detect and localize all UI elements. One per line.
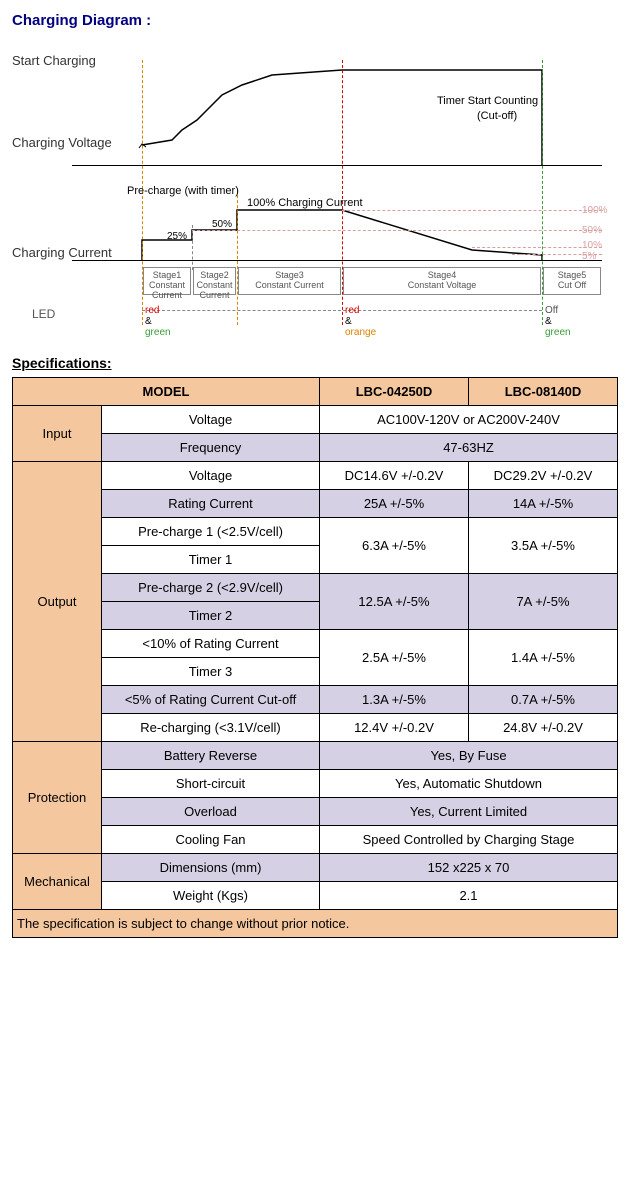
vline-2b: [237, 190, 238, 325]
anno-cutoff: (Cut-off): [477, 110, 517, 122]
hline-50: [192, 230, 602, 231]
val-l10b: 1.4A +/-5%: [469, 630, 618, 686]
row-overload: Overload: [102, 798, 320, 826]
row-rating: Rating Current: [102, 490, 320, 518]
val-rc2: 14A +/-5%: [469, 490, 618, 518]
hdr-m2: LBC-08140D: [469, 378, 618, 406]
stage1-l: Stage1: [153, 270, 182, 280]
anno-precharge: Pre-charge (with timer): [127, 185, 239, 197]
rpct-50: 50%: [582, 225, 602, 236]
anno-timer: Timer Start Counting: [437, 95, 538, 107]
footnote: The specification is subject to change w…: [13, 910, 618, 938]
curves-svg: [12, 35, 612, 345]
row-t1: Timer 1: [102, 546, 320, 574]
vline-s12: [192, 225, 193, 270]
led-1: red&green: [145, 305, 171, 338]
led-3: Off&green: [545, 305, 571, 338]
val-p2b: 7A +/-5%: [469, 574, 618, 630]
row-in-freq: Frequency: [102, 434, 320, 462]
stage5-l: Stage5: [558, 270, 587, 280]
rpct-10: 10%: [582, 240, 602, 251]
stage2-s: Constant Current: [196, 280, 232, 300]
val-fan: Speed Controlled by Charging Stage: [320, 826, 618, 854]
pct-25: 25%: [167, 231, 187, 242]
val-ov1: DC14.6V +/-0.2V: [320, 462, 469, 490]
stage-box-3: Stage3Constant Current: [238, 267, 341, 295]
hline-100: [342, 210, 602, 211]
val-brev: Yes, By Fuse: [320, 742, 618, 770]
val-re1: 12.4V +/-0.2V: [320, 714, 469, 742]
stage4-s: Constant Voltage: [408, 280, 477, 290]
row-pc2: Pre-charge 2 (<2.9V/cell): [102, 574, 320, 602]
val-l10a: 2.5A +/-5%: [320, 630, 469, 686]
row-short: Short-circuit: [102, 770, 320, 798]
anno-100cc: 100% Charging Current: [247, 197, 363, 209]
row-brev: Battery Reverse: [102, 742, 320, 770]
rpct-5: 5%: [582, 251, 596, 262]
led-line: [142, 310, 542, 311]
val-in-freq: 47-63HZ: [320, 434, 618, 462]
charging-diagram: Start Charging Charging Voltage Charging…: [12, 35, 612, 345]
stage3-l: Stage3: [275, 270, 304, 280]
sect-input: Input: [13, 406, 102, 462]
row-out-voltage: Voltage: [102, 462, 320, 490]
row-lt10: <10% of Rating Current: [102, 630, 320, 658]
sect-protection: Protection: [13, 742, 102, 854]
stage4-l: Stage4: [428, 270, 457, 280]
val-ov2: DC29.2V +/-0.2V: [469, 462, 618, 490]
val-p2a: 12.5A +/-5%: [320, 574, 469, 630]
row-recharge: Re-charging (<3.1V/cell): [102, 714, 320, 742]
rpct-100: 100%: [582, 205, 608, 216]
row-t3: Timer 3: [102, 658, 320, 686]
sect-output: Output: [13, 462, 102, 742]
row-t2: Timer 2: [102, 602, 320, 630]
stage-box-5: Stage5Cut Off: [543, 267, 601, 295]
stage-box-2: Stage2Constant Current: [193, 267, 236, 295]
val-l5b: 0.7A +/-5%: [469, 686, 618, 714]
spec-table: MODEL LBC-04250D LBC-08140D Input Voltag…: [12, 377, 618, 938]
hdr-model: MODEL: [13, 378, 320, 406]
val-rc1: 25A +/-5%: [320, 490, 469, 518]
val-in-voltage: AC100V-120V or AC200V-240V: [320, 406, 618, 434]
stage-box-4: Stage4Constant Voltage: [343, 267, 541, 295]
stage3-s: Constant Current: [255, 280, 324, 290]
val-ovl: Yes, Current Limited: [320, 798, 618, 826]
val-l5a: 1.3A +/-5%: [320, 686, 469, 714]
row-in-voltage: Voltage: [102, 406, 320, 434]
row-fan: Cooling Fan: [102, 826, 320, 854]
row-dim: Dimensions (mm): [102, 854, 320, 882]
spec-title: Specifications:: [12, 355, 618, 371]
pct-50: 50%: [212, 219, 232, 230]
stage1-s: Constant Current: [149, 280, 185, 300]
stage5-s: Cut Off: [558, 280, 586, 290]
stage-box-1: Stage1Constant Current: [143, 267, 191, 295]
val-short: Yes, Automatic Shutdown: [320, 770, 618, 798]
row-pc1: Pre-charge 1 (<2.5V/cell): [102, 518, 320, 546]
diagram-title: Charging Diagram :: [12, 12, 618, 29]
val-p1a: 6.3A +/-5%: [320, 518, 469, 574]
val-re2: 24.8V +/-0.2V: [469, 714, 618, 742]
row-weight: Weight (Kgs): [102, 882, 320, 910]
stage2-l: Stage2: [200, 270, 229, 280]
hdr-m1: LBC-04250D: [320, 378, 469, 406]
val-p1b: 3.5A +/-5%: [469, 518, 618, 574]
sect-mechanical: Mechanical: [13, 854, 102, 910]
val-wt: 2.1: [320, 882, 618, 910]
led-2: red&orange: [345, 305, 376, 338]
row-lt5: <5% of Rating Current Cut-off: [102, 686, 320, 714]
val-dim: 152 x225 x 70: [320, 854, 618, 882]
